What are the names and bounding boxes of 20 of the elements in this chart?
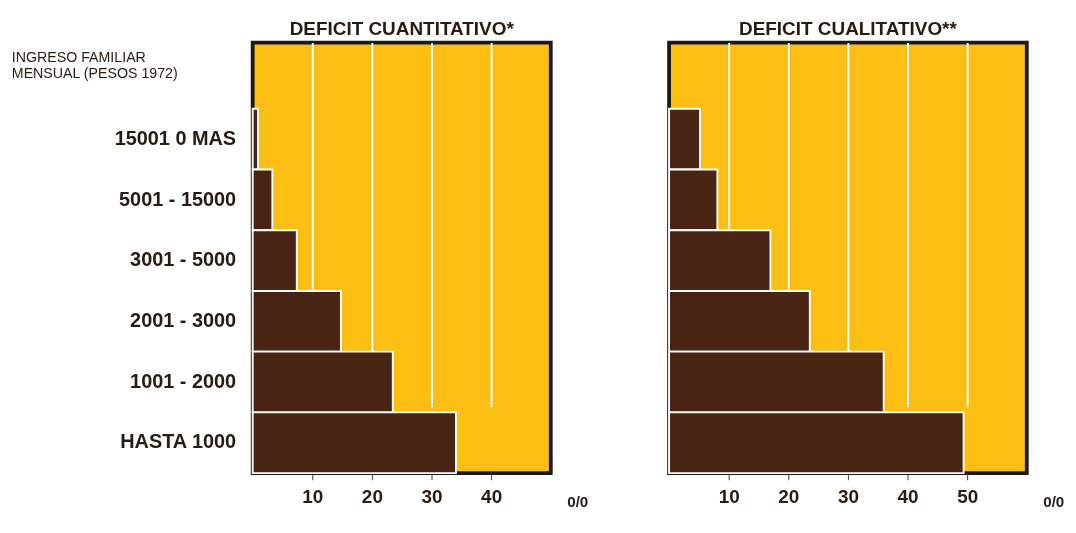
x-tick-label: 40 [897,485,919,507]
x-axis-title: 0/0 [1043,492,1065,510]
y-tick-label: 5001 - 15000 [119,187,237,210]
x-axis-title: 0/0 [567,492,589,510]
x-tick-label: 30 [421,485,443,507]
y-tick-label: 15001 0 MAS [114,126,237,149]
x-tick-label: 10 [302,485,324,507]
y-tick-label: HASTA 1000 [120,430,237,453]
y-axis-title: INGRESO FAMILIAR MENSUAL (PESOS 1972) [11,48,178,82]
x-tick-label: 50 [957,485,979,507]
x-tick-label: 10 [718,485,740,507]
chart-title: DEFICIT CUALITATIVO** [739,17,958,39]
x-tick-label: 20 [778,485,800,507]
x-tick-label: 40 [481,485,503,507]
x-tick-label: 20 [361,485,383,507]
x-tick-label: 30 [837,485,859,507]
y-tick-label: 2001 - 3000 [130,308,237,331]
y-tick-label: 3001 - 5000 [130,248,237,271]
chart-title: DEFICIT CUANTITATIVO* [289,17,515,39]
y-tick-label: 1001 - 2000 [130,369,237,392]
